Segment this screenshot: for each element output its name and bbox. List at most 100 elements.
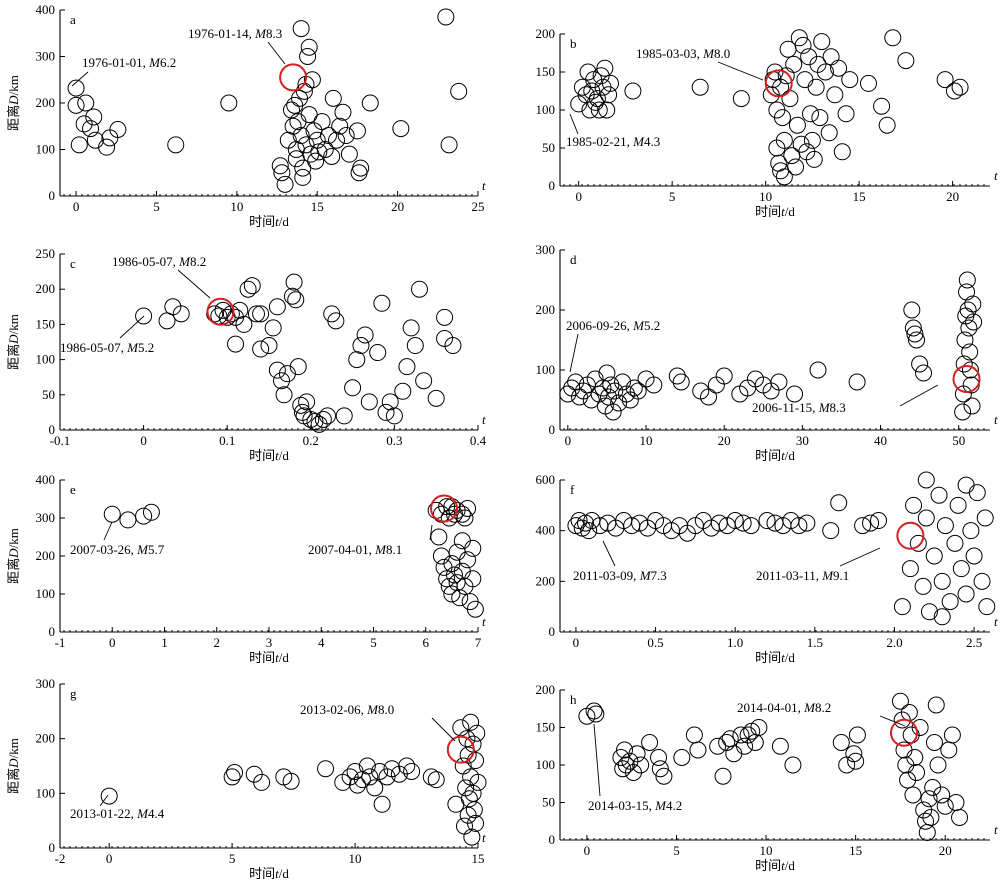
x-tick-label: 5: [673, 843, 680, 858]
event-annotation: 2011-03-11, M9.1: [756, 568, 849, 583]
event-point: [714, 767, 732, 785]
panel-a: 0 5 10 15 20 25 0 100 200 300 400 t a 时间t/d 距离D/km 1976…: [6, 2, 486, 229]
event-point: [278, 365, 296, 383]
event-annotation: 2007-03-26, M5.7: [70, 542, 165, 557]
event-point: [904, 319, 922, 337]
y-tick-label: 100: [36, 142, 56, 157]
event-point: [467, 814, 485, 832]
event-point: [253, 773, 271, 791]
event-point: [957, 585, 975, 603]
event-point: [587, 705, 605, 723]
event-point: [571, 388, 589, 406]
event-point: [925, 734, 943, 751]
event-point: [951, 809, 969, 826]
panel-label: b: [570, 36, 577, 51]
event-point: [976, 509, 994, 527]
event-point: [468, 724, 486, 742]
main-shock-point: [896, 521, 925, 550]
event-point: [316, 141, 334, 158]
annotation-leader: [879, 715, 906, 727]
event-point: [914, 577, 932, 595]
event-point: [264, 319, 282, 337]
panel-g: -2 0 5 10 150100200300tg时间t/d距离D/km2013-02-0…: [6, 676, 487, 881]
event-point: [427, 389, 445, 407]
event-point: [348, 122, 366, 140]
x-tick-label: 0.5: [647, 635, 663, 650]
event-point: [873, 97, 891, 115]
event-point: [802, 105, 820, 123]
event-point: [289, 113, 307, 131]
event-point: [352, 159, 370, 177]
event-point: [604, 403, 622, 421]
event-point: [601, 74, 619, 92]
event-point: [590, 101, 608, 119]
x-axis-end-label: t: [482, 412, 486, 427]
event-point: [651, 760, 669, 778]
event-point: [275, 386, 293, 404]
event-annotation: 1985-02-21, M4.3: [566, 134, 660, 149]
event-annotation: 2007-04-01, M8.1: [308, 542, 402, 557]
event-point: [436, 308, 454, 326]
event-point: [358, 757, 376, 775]
event-point: [464, 539, 482, 557]
event-point: [673, 749, 691, 766]
x-tick-label: 10: [230, 199, 243, 214]
panel-label: f: [570, 482, 575, 497]
annotation-leader: [569, 333, 579, 373]
event-point: [718, 734, 736, 751]
event-point: [327, 312, 345, 330]
y-tick-label: 250: [36, 246, 56, 261]
event-point: [103, 505, 121, 523]
event-point: [956, 331, 974, 349]
x-tick-label: 1.0: [727, 635, 743, 650]
event-point: [803, 131, 821, 149]
x-axis-label: 时间t/d: [249, 448, 289, 463]
event-point: [933, 572, 951, 590]
event-point: [273, 164, 291, 182]
panel-label: c: [70, 256, 76, 271]
event-point: [294, 168, 312, 186]
main-shock-point: [952, 365, 981, 393]
panel-c: -0.1 0 0.1 0.2 0.3 0.4050100150200250tc时间t/d距…: [6, 246, 487, 463]
event-point: [252, 340, 270, 358]
panel-label: d: [570, 252, 577, 267]
event-point: [98, 138, 116, 156]
event-point: [75, 115, 93, 133]
event-point: [377, 403, 395, 421]
event-point: [845, 745, 863, 763]
event-point: [707, 376, 725, 394]
event-point: [807, 78, 825, 96]
event-point: [833, 143, 851, 161]
y-axis-label: 距离D/km: [6, 75, 21, 131]
event-point: [331, 117, 349, 135]
event-point: [559, 385, 577, 403]
annotation-leader: [71, 71, 89, 87]
event-point: [303, 71, 321, 89]
event-point: [226, 764, 244, 782]
event-point: [598, 101, 616, 119]
event-point: [689, 741, 707, 759]
event-point: [725, 745, 743, 763]
event-point: [927, 696, 945, 714]
event-point: [908, 764, 926, 781]
annotation-leader: [593, 723, 601, 797]
x-tick-label: 4: [318, 635, 325, 650]
event-point: [462, 713, 480, 731]
event-point: [70, 136, 88, 154]
event-point: [427, 771, 445, 789]
event-point: [348, 351, 366, 369]
event-point: [220, 94, 238, 112]
event-point: [822, 522, 840, 540]
event-point: [859, 74, 877, 92]
event-point: [574, 382, 592, 400]
event-annotation: 1985-03-03, M8.0: [636, 46, 730, 61]
x-tick-label: 15: [849, 843, 862, 858]
event-point: [961, 343, 979, 361]
event-point: [911, 719, 929, 736]
event-point: [783, 147, 801, 165]
y-tick-label: 50: [542, 140, 555, 155]
annotation-leader: [431, 717, 456, 742]
event-annotation: 1986-05-07, M8.2: [112, 254, 206, 269]
event-point: [957, 476, 975, 494]
event-point: [961, 361, 979, 379]
